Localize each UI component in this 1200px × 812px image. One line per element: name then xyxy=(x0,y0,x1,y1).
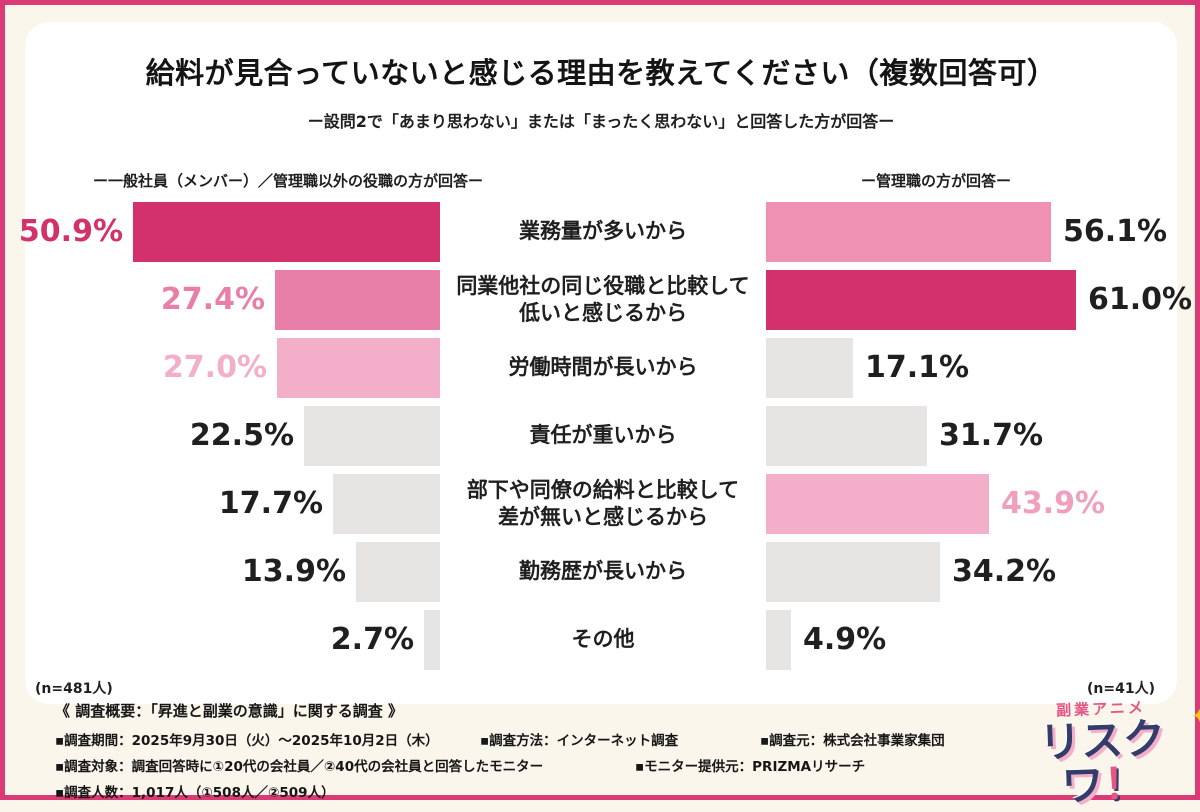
right-value-label: 4.9% xyxy=(803,622,887,657)
left-bar-cell: 13.9% xyxy=(25,542,440,602)
right-bar xyxy=(766,270,1076,330)
category-label: 部下や同僚の給料と比較して 差が無いと感じるから xyxy=(466,477,740,529)
chart-row: 22.5% 責任が重いから 31.7% xyxy=(25,402,1177,470)
category-label: 責任が重いから xyxy=(529,423,677,448)
chart-row: 50.9% 業務量が多いから 56.1% xyxy=(19,198,1177,266)
left-value-label: 2.7% xyxy=(330,622,414,657)
right-bar-cell: 4.9% xyxy=(766,610,1177,670)
infographic: 給料が見合っていないと感じる理由を教えてください（複数回答可） ー設問2で「あま… xyxy=(5,5,1200,811)
sample-size-left: (n=481人) xyxy=(35,681,113,697)
left-bar xyxy=(356,542,440,602)
chart-subtitle: ー設問2で「あまり思わない」または「まったく思わない」と回答した方が回答ー xyxy=(307,112,895,131)
left-bar-cell: 27.0% xyxy=(25,338,440,398)
left-value-label: 22.5% xyxy=(189,418,294,453)
category-label: 勤務歴が長いから xyxy=(519,559,687,584)
category-label: その他 xyxy=(571,627,635,652)
left-value-label: 27.0% xyxy=(162,350,267,385)
sparkle-icon: ✦ xyxy=(1190,703,1200,728)
monitor-provider: ▪モニター提供元：PRIZMAリサーチ xyxy=(635,759,866,775)
left-bar xyxy=(133,202,440,262)
right-series-header: ー管理職の方が回答ー xyxy=(860,172,1011,190)
right-bar xyxy=(766,474,989,534)
right-bar-cell: 43.9% xyxy=(766,474,1177,534)
survey-target: ▪調査対象：調査回答時に①20代の会社員／②40代の会社員と回答したモニター xyxy=(55,759,544,775)
right-value-label: 43.9% xyxy=(1001,486,1106,521)
right-bar xyxy=(766,406,927,466)
right-value-label: 34.2% xyxy=(952,554,1057,589)
chart-title: 給料が見合っていないと感じる理由を教えてください（複数回答可） xyxy=(145,56,1057,90)
right-bar-cell: 34.2% xyxy=(766,542,1177,602)
left-bar-cell: 27.4% xyxy=(25,270,440,330)
right-value-label: 61.0% xyxy=(1088,282,1193,317)
left-value-label: 13.9% xyxy=(241,554,346,589)
chart-row: 27.4% 同業他社の同じ役職と比較して 低いと感じるから 61.0% xyxy=(25,266,1192,334)
brand-logo-exclamation: ！ xyxy=(1102,758,1147,810)
brand-logo: 副業アニメ リスクワ！ ✦ xyxy=(1008,695,1200,810)
right-bar xyxy=(766,202,1051,262)
left-bar-cell: 22.5% xyxy=(25,406,440,466)
sample-size-right: (n=41人) xyxy=(1087,681,1155,697)
right-value-label: 31.7% xyxy=(939,418,1044,453)
category-label: 同業他社の同じ役職と比較して 低いと感じるから xyxy=(456,273,750,325)
right-bar xyxy=(766,610,791,670)
chart-row: 17.7% 部下や同僚の給料と比較して 差が無いと感じるから 43.9% xyxy=(25,470,1177,538)
left-bar-cell: 50.9% xyxy=(19,202,440,262)
chart-row: 2.7% その他 4.9% xyxy=(25,606,1177,674)
left-bar-cell: 2.7% xyxy=(25,610,440,670)
survey-period: ▪調査期間：2025年9月30日（火）〜2025年10月2日（木） xyxy=(55,733,439,749)
right-value-label: 56.1% xyxy=(1063,214,1168,249)
right-bar-cell: 31.7% xyxy=(766,406,1177,466)
category-label: 業務量が多いから xyxy=(519,219,687,244)
chart-card: 給料が見合っていないと感じる理由を教えてください（複数回答可） ー設問2で「あま… xyxy=(19,22,1192,704)
chart-row: 27.0% 労働時間が長いから 17.1% xyxy=(25,334,1177,402)
left-value-label: 27.4% xyxy=(160,282,265,317)
left-value-label: 17.7% xyxy=(218,486,323,521)
left-bar xyxy=(304,406,440,466)
left-bar xyxy=(277,338,440,398)
left-bar-cell: 17.7% xyxy=(25,474,440,534)
right-bar-cell: 17.1% xyxy=(766,338,1177,398)
survey-sample-count: ▪調査人数：1,017人（①508人／②509人） xyxy=(55,785,335,801)
brand-logo-main-text: リスクワ！ ✦ xyxy=(1009,703,1200,810)
left-bar xyxy=(333,474,440,534)
left-bar xyxy=(424,610,440,670)
survey-overview-heading: 《 調査概要：「昇進と副業の意識」に関する調査 》 xyxy=(55,702,403,720)
survey-method: ▪調査方法：インターネット調査 xyxy=(480,733,679,749)
category-label: 労働時間が長いから xyxy=(508,355,698,380)
survey-source: ▪調査元：株式会社事業家集団 xyxy=(760,733,945,749)
left-value-label: 50.9% xyxy=(18,214,123,249)
chart-rows: 50.9% 業務量が多いから 56.1% 27.4% 同業他社の同じ役職と比較して 低い… xyxy=(19,198,1192,674)
chart-row: 13.9% 勤務歴が長いから 34.2% xyxy=(25,538,1177,606)
right-bar xyxy=(766,542,940,602)
left-bar xyxy=(275,270,440,330)
right-bar xyxy=(766,338,853,398)
right-value-label: 17.1% xyxy=(865,350,970,385)
right-bar-cell: 61.0% xyxy=(766,270,1192,330)
right-bar-cell: 56.1% xyxy=(766,202,1177,262)
left-series-header: ー一般社員（メンバー）／管理職以外の役職の方が回答ー xyxy=(92,172,483,190)
